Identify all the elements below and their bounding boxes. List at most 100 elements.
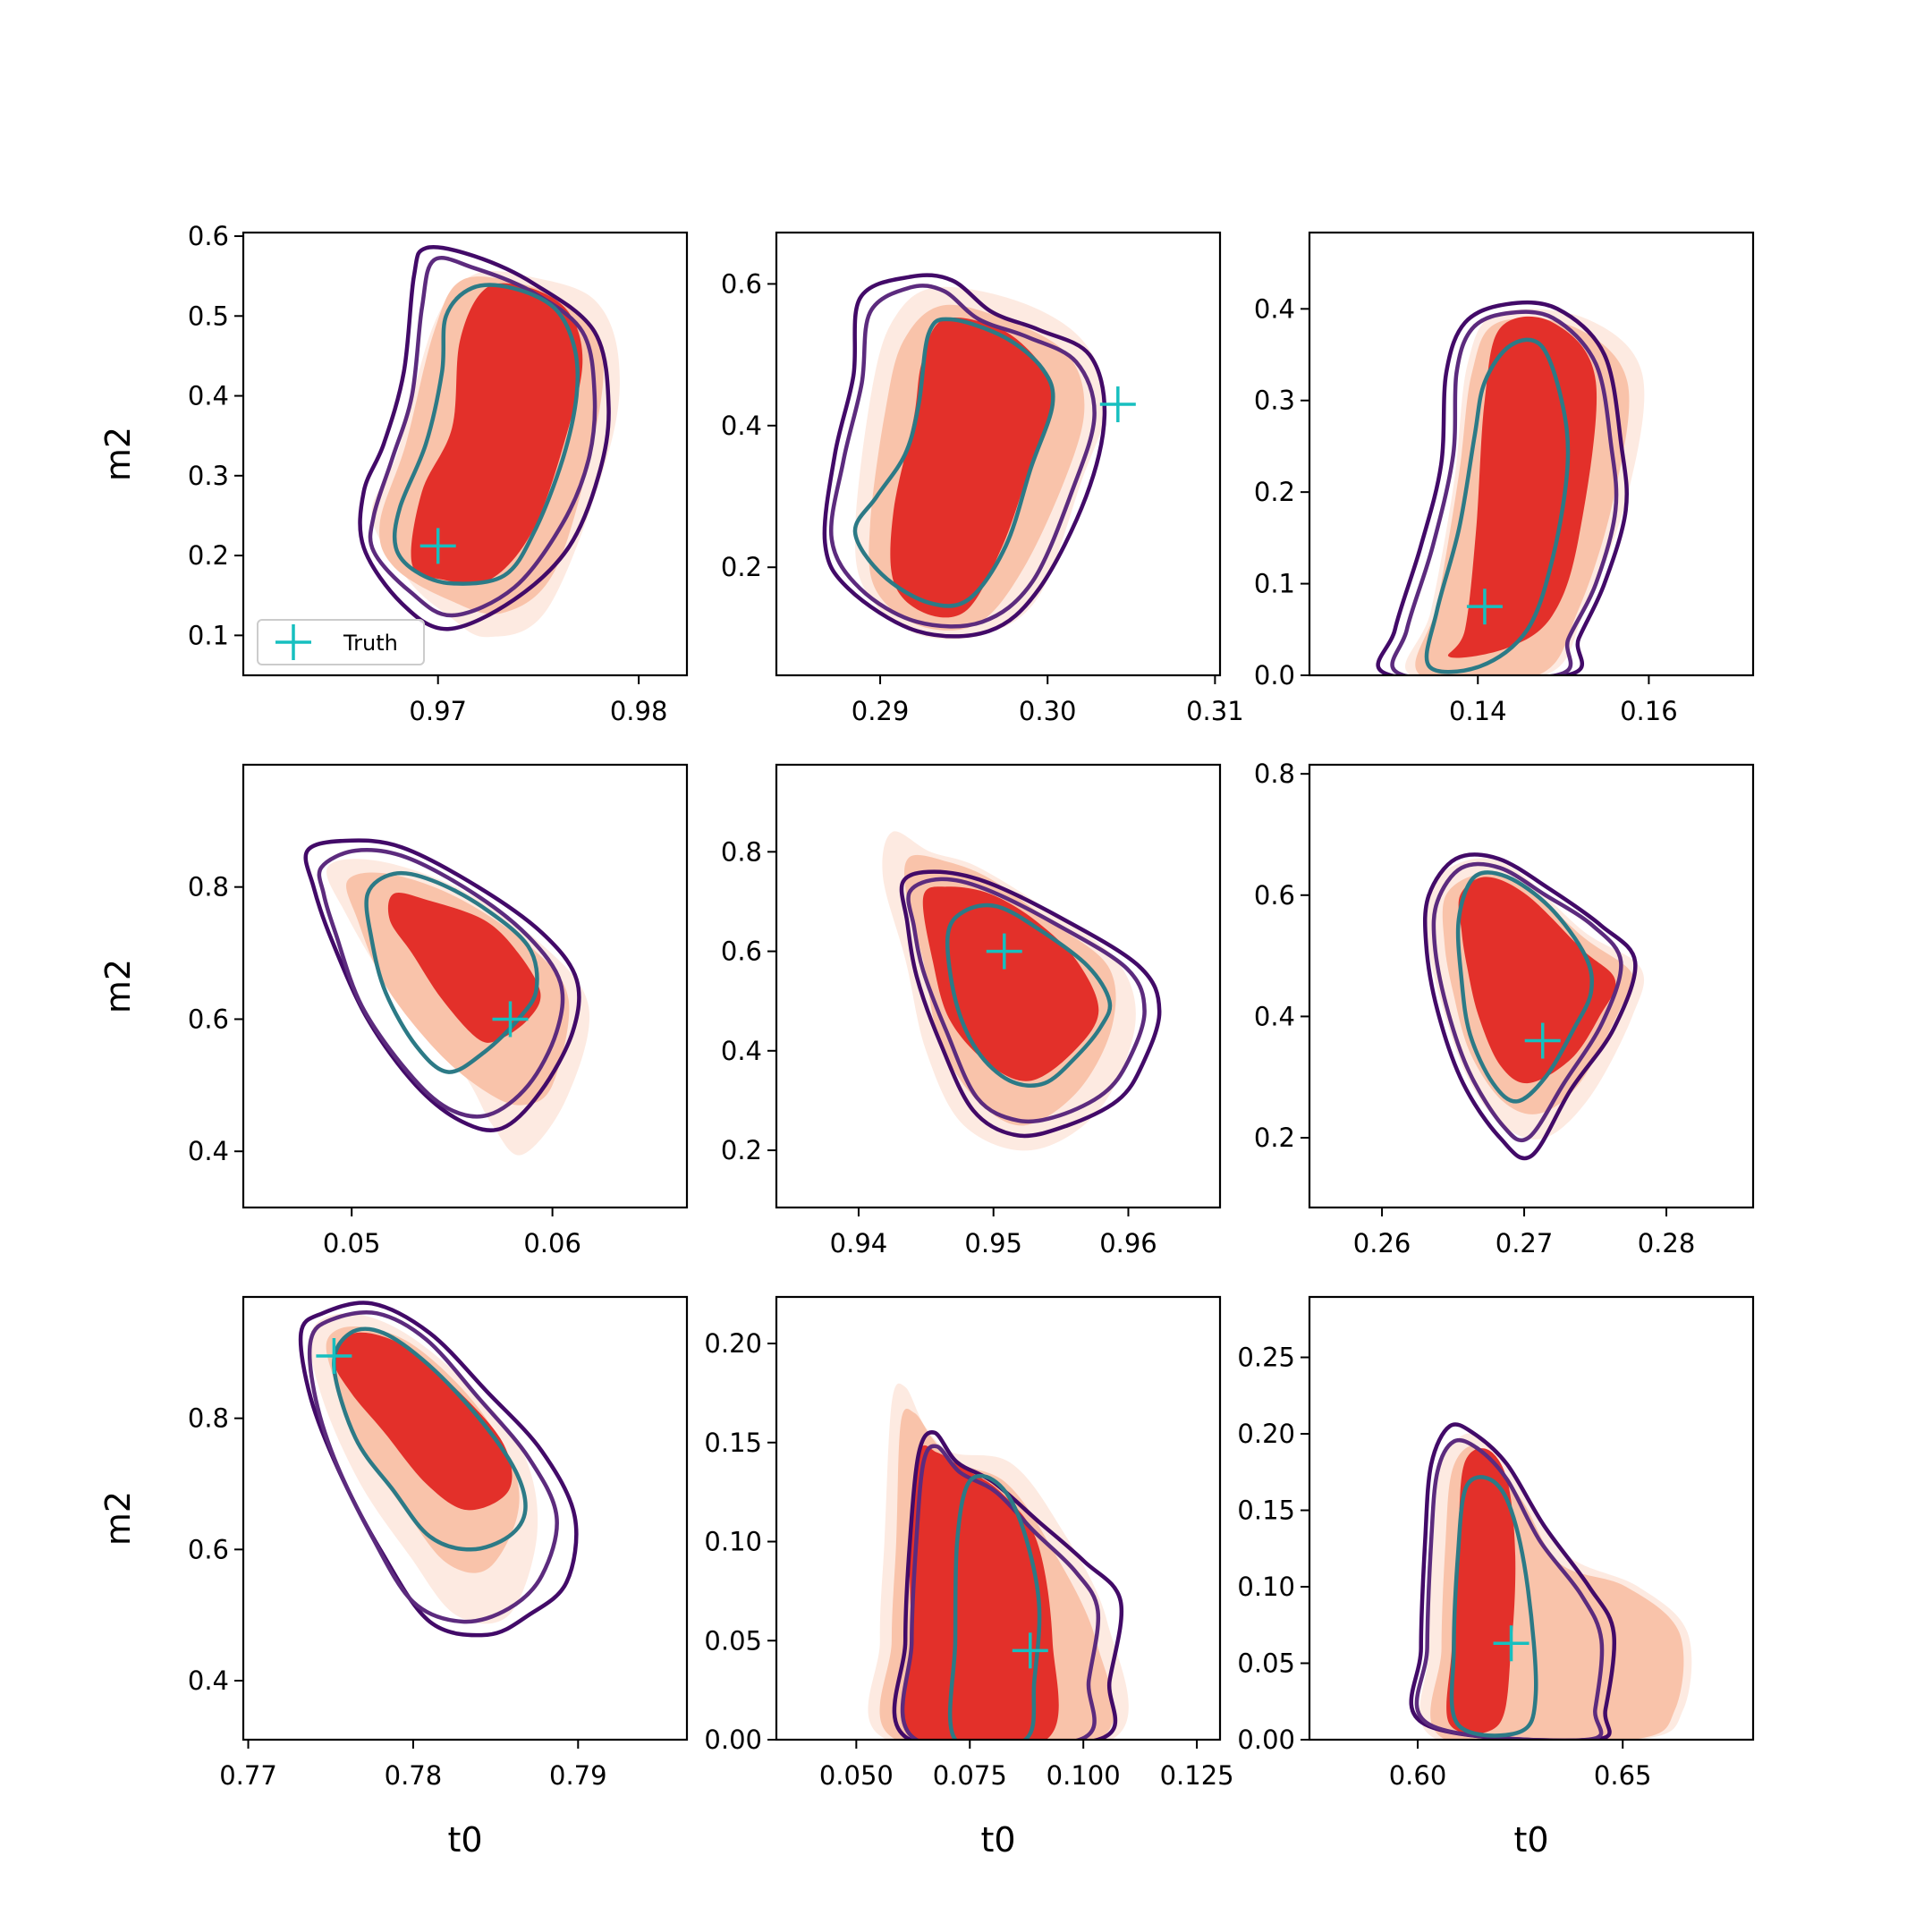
plot-area bbox=[1376, 300, 1645, 675]
panel-3: 0.14 0.16 0.0 0.1 0.2 0.3 0.4 bbox=[1254, 231, 1755, 726]
x-tick-label: 0.30 bbox=[1019, 696, 1077, 726]
y-tick-label: 0.4 bbox=[1254, 293, 1295, 324]
x-tick-label: 0.77 bbox=[219, 1760, 277, 1791]
y-tick-label: 0.15 bbox=[1237, 1496, 1295, 1526]
contour-line-level-2 bbox=[1414, 1437, 1605, 1740]
y-tick-label: 0.8 bbox=[721, 836, 762, 867]
truth-marker bbox=[1466, 589, 1503, 625]
y-tick-label: 0.8 bbox=[1254, 758, 1295, 789]
y-tick-label: 0.0 bbox=[1254, 660, 1295, 691]
y-tick-label: 0.6 bbox=[721, 268, 762, 299]
y-tick-label: 0.10 bbox=[704, 1527, 762, 1557]
y-tick-label: 0.6 bbox=[721, 936, 762, 967]
plot-area bbox=[882, 831, 1162, 1151]
contour-line-level-2 bbox=[828, 284, 1097, 629]
plot-area bbox=[358, 245, 620, 638]
x-tick-label: 0.125 bbox=[1160, 1760, 1234, 1791]
y-tick-label: 0.00 bbox=[1237, 1724, 1295, 1755]
contour-line-level-2 bbox=[900, 1444, 1101, 1740]
panel-1: 0.97 0.98 0.1 0.2 0.3 0.4 0.5 0.6 m2 Truth bbox=[98, 221, 689, 726]
plot-area bbox=[298, 1301, 579, 1638]
legend-label: Truth bbox=[343, 631, 398, 656]
axes-frame bbox=[242, 1295, 689, 1741]
y-tick-label: 0.3 bbox=[188, 461, 229, 491]
axes-frame bbox=[775, 763, 1222, 1209]
contour-line-level-1 bbox=[1409, 1422, 1616, 1740]
x-axis-title: t0 bbox=[1513, 1820, 1548, 1860]
x-tick-label: 0.26 bbox=[1353, 1228, 1411, 1258]
contour-line-level-1 bbox=[358, 245, 611, 631]
contour-line-level-3 bbox=[332, 1326, 528, 1552]
y-axis-title: m2 bbox=[98, 1491, 138, 1546]
y-tick-label: 0.00 bbox=[704, 1724, 762, 1755]
contour-line-level-1 bbox=[1422, 852, 1638, 1161]
contour-line-level-3 bbox=[945, 902, 1113, 1088]
y-axis-title: m2 bbox=[98, 959, 138, 1013]
truth-marker bbox=[492, 1001, 529, 1038]
x-tick-label: 0.05 bbox=[323, 1228, 381, 1258]
contour-line-level-1 bbox=[303, 838, 581, 1132]
axes-frame bbox=[1308, 763, 1755, 1209]
y-tick-label: 0.4 bbox=[188, 1136, 229, 1166]
x-tick-label: 0.98 bbox=[610, 696, 668, 726]
axes-frame bbox=[775, 231, 1222, 677]
x-tick-label: 0.94 bbox=[830, 1228, 888, 1258]
contour-line-level-3 bbox=[852, 317, 1055, 608]
plot-area bbox=[303, 838, 590, 1156]
axes-frame bbox=[1308, 231, 1755, 677]
y-tick-label: 0.6 bbox=[188, 1004, 229, 1034]
y-tick-label: 0.2 bbox=[1254, 477, 1295, 507]
y-tick-label: 0.25 bbox=[1237, 1343, 1295, 1373]
truth-marker bbox=[1524, 1022, 1561, 1059]
contour-line-level-2 bbox=[1431, 861, 1623, 1143]
y-tick-label: 0.10 bbox=[1237, 1572, 1295, 1602]
y-tick-label: 0.2 bbox=[188, 540, 229, 571]
contour-line-level-2 bbox=[317, 848, 565, 1119]
y-tick-label: 0.20 bbox=[1237, 1419, 1295, 1449]
x-tick-label: 0.65 bbox=[1594, 1760, 1652, 1791]
x-axis-title: t0 bbox=[980, 1820, 1015, 1860]
panel-9: 0.60 0.65 0.00 0.05 0.10 0.15 0.20 0.25 t0 bbox=[1237, 1295, 1755, 1860]
truth-marker bbox=[316, 1338, 352, 1374]
y-tick-label: 0.05 bbox=[704, 1625, 762, 1656]
x-tick-label: 0.31 bbox=[1186, 696, 1244, 726]
x-tick-label: 0.100 bbox=[1046, 1760, 1121, 1791]
contour-line-level-3 bbox=[392, 283, 580, 586]
y-tick-label: 0.4 bbox=[721, 411, 762, 441]
y-tick-label: 0.4 bbox=[188, 381, 229, 411]
contour-line-level-1 bbox=[899, 869, 1162, 1139]
panel-5: 0.94 0.95 0.96 0.2 0.4 0.6 0.8 bbox=[721, 763, 1222, 1258]
x-tick-label: 0.06 bbox=[523, 1228, 581, 1258]
legend-plus-icon bbox=[275, 624, 311, 660]
density-fill-level-3 bbox=[411, 283, 583, 584]
x-tick-label: 0.79 bbox=[549, 1760, 607, 1791]
y-tick-label: 0.2 bbox=[721, 1135, 762, 1165]
x-tick-label: 0.97 bbox=[409, 696, 467, 726]
y-axis-title: m2 bbox=[98, 427, 138, 481]
x-tick-label: 0.27 bbox=[1496, 1228, 1554, 1258]
truth-marker bbox=[986, 933, 1022, 970]
contour-line-level-3 bbox=[947, 1473, 1042, 1740]
y-tick-label: 0.1 bbox=[188, 620, 229, 650]
x-tick-label: 0.050 bbox=[819, 1760, 894, 1791]
x-axis-title: t0 bbox=[447, 1820, 482, 1860]
x-tick-label: 0.78 bbox=[385, 1760, 443, 1791]
truth-marker bbox=[1493, 1625, 1530, 1662]
density-fill-level-3 bbox=[387, 892, 541, 1043]
truth-marker bbox=[1012, 1632, 1048, 1669]
x-tick-label: 0.96 bbox=[1099, 1228, 1157, 1258]
contour-line-level-3 bbox=[1449, 1475, 1538, 1738]
panel-7: 0.77 0.78 0.79 0.4 0.6 0.8 m2 t0 bbox=[98, 1295, 689, 1860]
density-fill-level-3 bbox=[334, 1332, 513, 1511]
axes-frame bbox=[775, 1295, 1222, 1741]
panel-4: 0.05 0.06 0.4 0.6 0.8 m2 bbox=[98, 763, 689, 1258]
plot-area bbox=[1422, 852, 1645, 1161]
plot-area bbox=[822, 273, 1107, 640]
plot-area bbox=[868, 1383, 1129, 1740]
axes-frame bbox=[242, 231, 689, 677]
y-tick-label: 0.05 bbox=[1237, 1648, 1295, 1679]
density-fill-level-3 bbox=[1446, 1448, 1516, 1734]
panel-8: 0.050 0.075 0.100 0.125 0.00 0.05 0.10 0.15 0.20… bbox=[704, 1295, 1234, 1860]
x-tick-label: 0.28 bbox=[1638, 1228, 1696, 1258]
contour-line-level-2 bbox=[308, 1309, 559, 1624]
